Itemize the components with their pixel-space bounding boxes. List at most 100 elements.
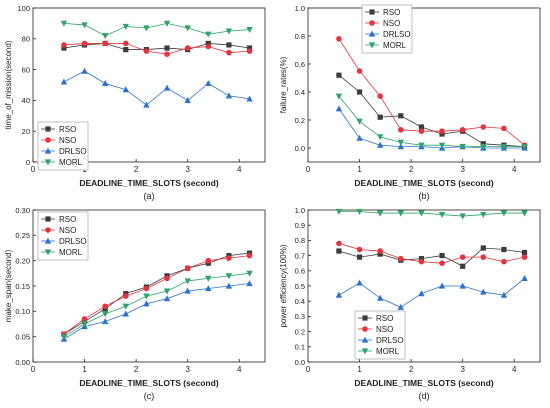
legend-label: NSO — [383, 19, 400, 28]
data-point — [101, 318, 109, 325]
y-tick-label: 40 — [22, 96, 30, 105]
chart-panel: 0 1 2 3 4 0.0 0.2 0.4 0.6 0.8 1.0 DEADLINE_TIME_SLO… — [279, 4, 541, 201]
y-tick-label: 0.15 — [15, 282, 30, 291]
y-axis-label: power efficiency(100%) — [279, 244, 288, 327]
data-point — [101, 33, 109, 40]
data-point — [356, 68, 363, 74]
legend-marker — [361, 348, 369, 355]
x-tick-label: 4 — [237, 165, 242, 174]
data-point — [101, 311, 109, 318]
data-point — [184, 25, 191, 32]
data-point — [60, 334, 68, 341]
data-point — [438, 211, 446, 218]
series-line — [338, 211, 525, 217]
data-point — [376, 141, 384, 148]
series-line — [338, 243, 525, 264]
data-point — [521, 275, 528, 281]
data-point — [143, 285, 150, 292]
x-tick-label: 0 — [31, 165, 36, 174]
legend-label: DRLSO — [59, 237, 87, 246]
series-line — [63, 283, 250, 340]
y-tick-label: 0.5 — [295, 282, 305, 291]
x-tick-label: 3 — [460, 165, 465, 174]
data-point — [122, 86, 129, 93]
data-point — [398, 255, 404, 262]
data-point — [356, 118, 363, 125]
panel-label: (b) — [419, 191, 430, 201]
data-point — [459, 127, 466, 133]
x-axis-label: DEADLINE_TIME_SLOTS (second) — [354, 378, 493, 388]
data-point — [205, 80, 212, 87]
data-point — [356, 246, 363, 253]
y-tick-label: 20 — [22, 127, 30, 136]
legend-label: DRLSO — [376, 336, 404, 345]
data-point — [418, 128, 425, 134]
data-point — [246, 270, 253, 277]
data-point — [356, 208, 363, 215]
data-point — [143, 101, 150, 108]
y-tick-label: 0.25 — [15, 231, 30, 240]
data-point — [397, 143, 404, 150]
data-point — [335, 208, 343, 215]
data-point — [480, 141, 486, 147]
data-point — [521, 254, 528, 260]
data-point — [225, 28, 233, 35]
series-line — [338, 278, 525, 308]
data-point — [163, 295, 171, 302]
data-point — [521, 249, 528, 256]
legend-marker — [368, 30, 376, 37]
data-point — [163, 84, 171, 91]
data-point — [81, 40, 88, 47]
series-line — [63, 43, 250, 50]
data-point — [376, 210, 384, 217]
data-point — [123, 46, 129, 53]
x-tick-label: 0 — [306, 365, 311, 374]
data-point — [143, 48, 150, 54]
data-point — [397, 210, 404, 217]
data-point — [246, 280, 253, 287]
y-axis-label: make_span(second) — [4, 249, 13, 322]
data-point — [102, 40, 108, 47]
legend-marker — [45, 216, 51, 222]
series-line — [338, 95, 525, 148]
y-tick-label: 0.00 — [15, 358, 30, 367]
y-tick-label: 0.4 — [295, 88, 305, 97]
y-tick-label: 0.6 — [295, 60, 305, 69]
x-tick-label: 4 — [512, 365, 517, 374]
legend-marker — [368, 42, 376, 49]
data-point — [143, 300, 150, 307]
series-line — [338, 108, 525, 149]
x-tick-label: 0 — [306, 165, 311, 174]
x-tick-label: 3 — [185, 165, 190, 174]
legend: RSO NSO DRLSO MORL — [37, 121, 89, 171]
series-line — [338, 74, 525, 147]
data-point — [246, 95, 253, 102]
x-tick-label: 0 — [31, 365, 36, 374]
legend: RSO NSO DRLSO MORL — [354, 310, 406, 360]
legend-marker — [44, 249, 52, 256]
data-point — [480, 254, 487, 260]
data-point — [184, 45, 191, 51]
x-tick-label: 2 — [409, 165, 414, 174]
y-tick-label: 0.3 — [295, 312, 305, 321]
data-point — [123, 40, 129, 47]
data-point — [501, 258, 507, 265]
data-point — [122, 310, 129, 317]
legend-marker — [44, 147, 52, 154]
y-tick-label: 0.30 — [15, 206, 30, 215]
data-point — [418, 258, 425, 265]
data-point — [500, 291, 508, 298]
data-point — [101, 80, 109, 87]
data-point — [164, 45, 170, 51]
data-point — [335, 105, 343, 112]
y-tick-label: 0 — [26, 158, 30, 167]
data-point — [418, 210, 425, 217]
y-tick-label: 0.8 — [295, 236, 305, 245]
y-axis-label: failure_rates(%) — [279, 56, 288, 113]
y-tick-label: 0.10 — [15, 307, 30, 316]
y-tick-label: 0.05 — [15, 332, 30, 341]
series-line — [63, 272, 250, 338]
data-point — [184, 265, 191, 272]
panel-label: (c) — [144, 391, 155, 401]
data-point — [500, 144, 508, 150]
